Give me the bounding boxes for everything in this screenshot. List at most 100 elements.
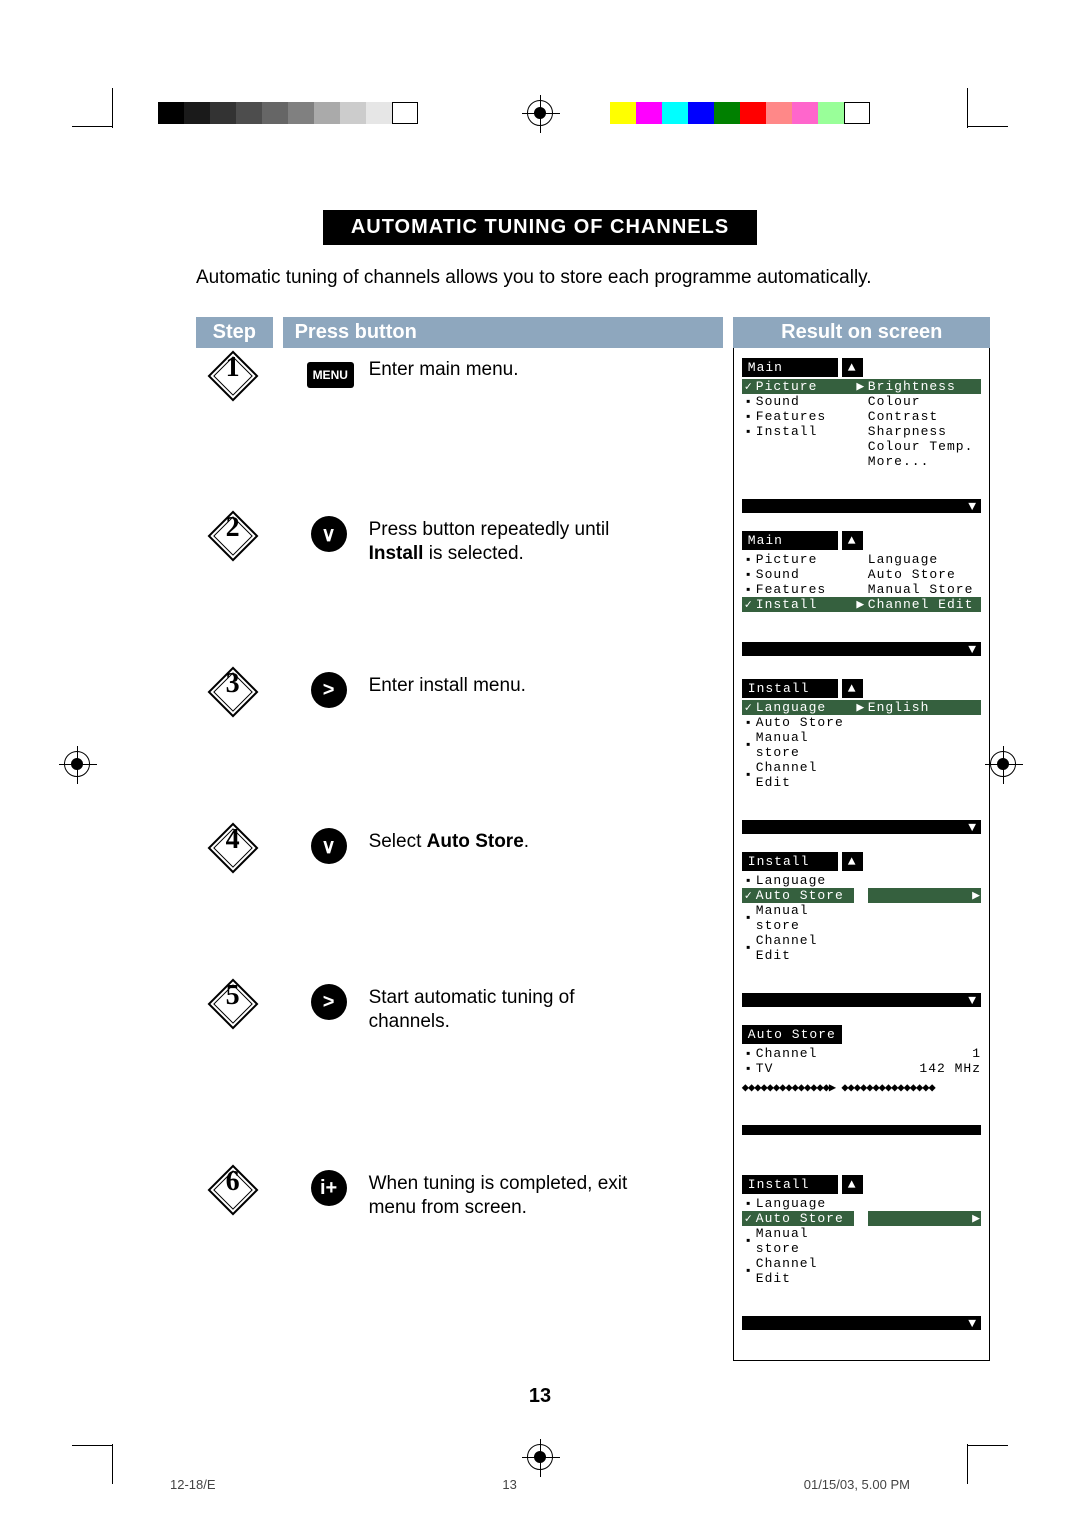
- grayscale-bar: [158, 102, 418, 124]
- osd-screenshot: Install▲▪Language✓Auto Store▶▪Manual sto…: [742, 1175, 981, 1330]
- osd-row: ▪Manual store: [742, 730, 981, 760]
- step-instruction: When tuning is completed, exit menu from…: [369, 1172, 659, 1220]
- osd-label: Manual store: [756, 730, 854, 760]
- footer-right: 01/15/03, 5.00 PM: [804, 1477, 910, 1492]
- osd-value: 1: [868, 1046, 981, 1061]
- step-instruction: Select Auto Store.: [369, 830, 659, 854]
- osd-label: Channel Edit: [756, 760, 854, 790]
- osd-row: ▪TV142 MHz: [742, 1061, 981, 1076]
- remote-button: >: [311, 672, 347, 708]
- crop-mark: [968, 126, 1008, 127]
- col-result: Main▲✓Picture▶Brightness▪SoundColour▪Fea…: [733, 348, 990, 1361]
- up-arrow-icon: ▲: [842, 679, 863, 698]
- osd-title: Install: [742, 852, 838, 871]
- remote-button: i+: [311, 1170, 347, 1206]
- step-row: 1MENUEnter main menu.: [283, 348, 723, 508]
- osd-label: Features: [756, 409, 854, 424]
- osd-screenshot: Auto Store▪Channel1▪TV142 MHz◆◆◆◆◆◆◆◆◆◆◆…: [742, 1025, 981, 1157]
- osd-label: Picture: [756, 552, 854, 567]
- osd-body: ▪Channel1▪TV142 MHz◆◆◆◆◆◆◆◆◆◆◆◆◆◆▶ ◆◆◆◆◆…: [742, 1044, 981, 1097]
- page-number: 13: [0, 1385, 1080, 1408]
- osd-label: Language: [756, 700, 854, 715]
- osd-row: ▪FeaturesManual Store: [742, 582, 981, 597]
- osd-row: Colour Temp.: [742, 439, 981, 454]
- osd-row: ▪Channel Edit: [742, 760, 981, 790]
- step-instruction: Enter main menu.: [369, 358, 659, 382]
- osd-row: ▪SoundAuto Store: [742, 567, 981, 582]
- osd-row: ▪FeaturesContrast: [742, 409, 981, 424]
- osd-value: 142 MHz: [868, 1061, 981, 1076]
- down-arrow-icon: ▼: [968, 993, 977, 1008]
- col-press: 1MENUEnter main menu.2∨Press button repe…: [283, 348, 723, 1361]
- step-row: 3>Enter install menu.: [283, 664, 723, 820]
- osd-label: Manual store: [756, 903, 854, 933]
- crop-mark: [968, 1445, 1008, 1446]
- osd-label: Manual store: [756, 1226, 854, 1256]
- osd-body: ✓Language▶English▪Auto Store▪Manual stor…: [742, 698, 981, 792]
- footer-left: 12-18/E: [170, 1477, 216, 1492]
- page: AUTOMATIC TUNING OF CHANNELS Automatic t…: [0, 0, 1080, 1528]
- osd-value: Auto Store: [868, 567, 981, 582]
- down-arrow-icon: ▼: [968, 1316, 977, 1331]
- osd-row: ✓Picture▶Brightness: [742, 379, 981, 394]
- up-arrow-icon: ▲: [842, 358, 863, 377]
- osd-label: Language: [756, 873, 854, 888]
- osd-title: Install: [742, 679, 838, 698]
- crop-mark: [72, 126, 112, 127]
- menu-button: MENU: [307, 362, 354, 388]
- osd-row: More...: [742, 454, 981, 469]
- osd-value: Colour: [868, 394, 981, 409]
- osd-value: Manual Store: [868, 582, 981, 597]
- down-arrow-icon: ▼: [968, 499, 977, 514]
- osd-row: ✓Auto Store▶: [742, 888, 981, 903]
- section-title: AUTOMATIC TUNING OF CHANNELS: [323, 210, 757, 245]
- osd-label: Channel Edit: [756, 1256, 854, 1286]
- header-press: Press button: [283, 317, 724, 348]
- osd-body: ▪Language✓Auto Store▶▪Manual store▪Chann…: [742, 1194, 981, 1288]
- osd-screenshot: Install▲▪Language✓Auto Store▶▪Manual sto…: [742, 852, 981, 1007]
- osd-value: Contrast: [868, 409, 981, 424]
- remote-button: ∨: [311, 828, 347, 864]
- up-arrow-icon: ▲: [842, 1175, 863, 1194]
- osd-label: Sound: [756, 394, 854, 409]
- content: 1 MENU Enter main menu. 2∨Press button repe…: [196, 348, 990, 1361]
- up-arrow-icon: ▲: [842, 852, 863, 871]
- osd-row: ▪Channel Edit: [742, 1256, 981, 1286]
- osd-value: English: [868, 700, 981, 715]
- down-arrow-icon: ▼: [968, 820, 977, 835]
- osd-body: ▪PictureLanguage▪SoundAuto Store▪Feature…: [742, 550, 981, 614]
- osd-row: ▪Language: [742, 1196, 981, 1211]
- osd-title: Main: [742, 531, 838, 550]
- osd-label: Install: [756, 424, 854, 439]
- section-title-wrap: AUTOMATIC TUNING OF CHANNELS: [90, 210, 990, 245]
- osd-row: ▪Language: [742, 873, 981, 888]
- osd-value: More...: [868, 454, 981, 469]
- step-row: 2∨Press button repeatedly until Install …: [283, 508, 723, 664]
- osd-label: Install: [756, 597, 854, 612]
- crop-mark: [72, 1445, 112, 1446]
- osd-label: Sound: [756, 567, 854, 582]
- osd-screenshot: Main▲▪PictureLanguage▪SoundAuto Store▪Fe…: [742, 531, 981, 661]
- osd-value: ▶: [868, 1211, 981, 1226]
- down-arrow-icon: ▼: [968, 642, 977, 657]
- osd-label: Auto Store: [756, 715, 854, 730]
- osd-row: ✓Auto Store▶: [742, 1211, 981, 1226]
- footer-mid: 13: [502, 1477, 516, 1492]
- osd-row: ✓Language▶English: [742, 700, 981, 715]
- osd-row: ▪Manual store: [742, 903, 981, 933]
- osd-body: ▪Language✓Auto Store▶▪Manual store▪Chann…: [742, 871, 981, 965]
- osd-label: Language: [756, 1196, 854, 1211]
- osd-label: Channel: [756, 1046, 854, 1061]
- osd-title: Install: [742, 1175, 838, 1194]
- osd-row: ▪PictureLanguage: [742, 552, 981, 567]
- step-instruction: Start automatic tuning of channels.: [369, 986, 659, 1034]
- crop-mark: [967, 88, 968, 128]
- osd-row: ▪InstallSharpness: [742, 424, 981, 439]
- registration-target: [527, 100, 553, 126]
- footer: 12-18/E 13 01/15/03, 5.00 PM: [0, 1477, 1080, 1492]
- osd-label: Channel Edit: [756, 933, 854, 963]
- osd-value: ▶: [868, 888, 981, 903]
- registration-target: [527, 1444, 553, 1470]
- header-result: Result on screen: [733, 317, 990, 348]
- registration-target: [990, 751, 1016, 777]
